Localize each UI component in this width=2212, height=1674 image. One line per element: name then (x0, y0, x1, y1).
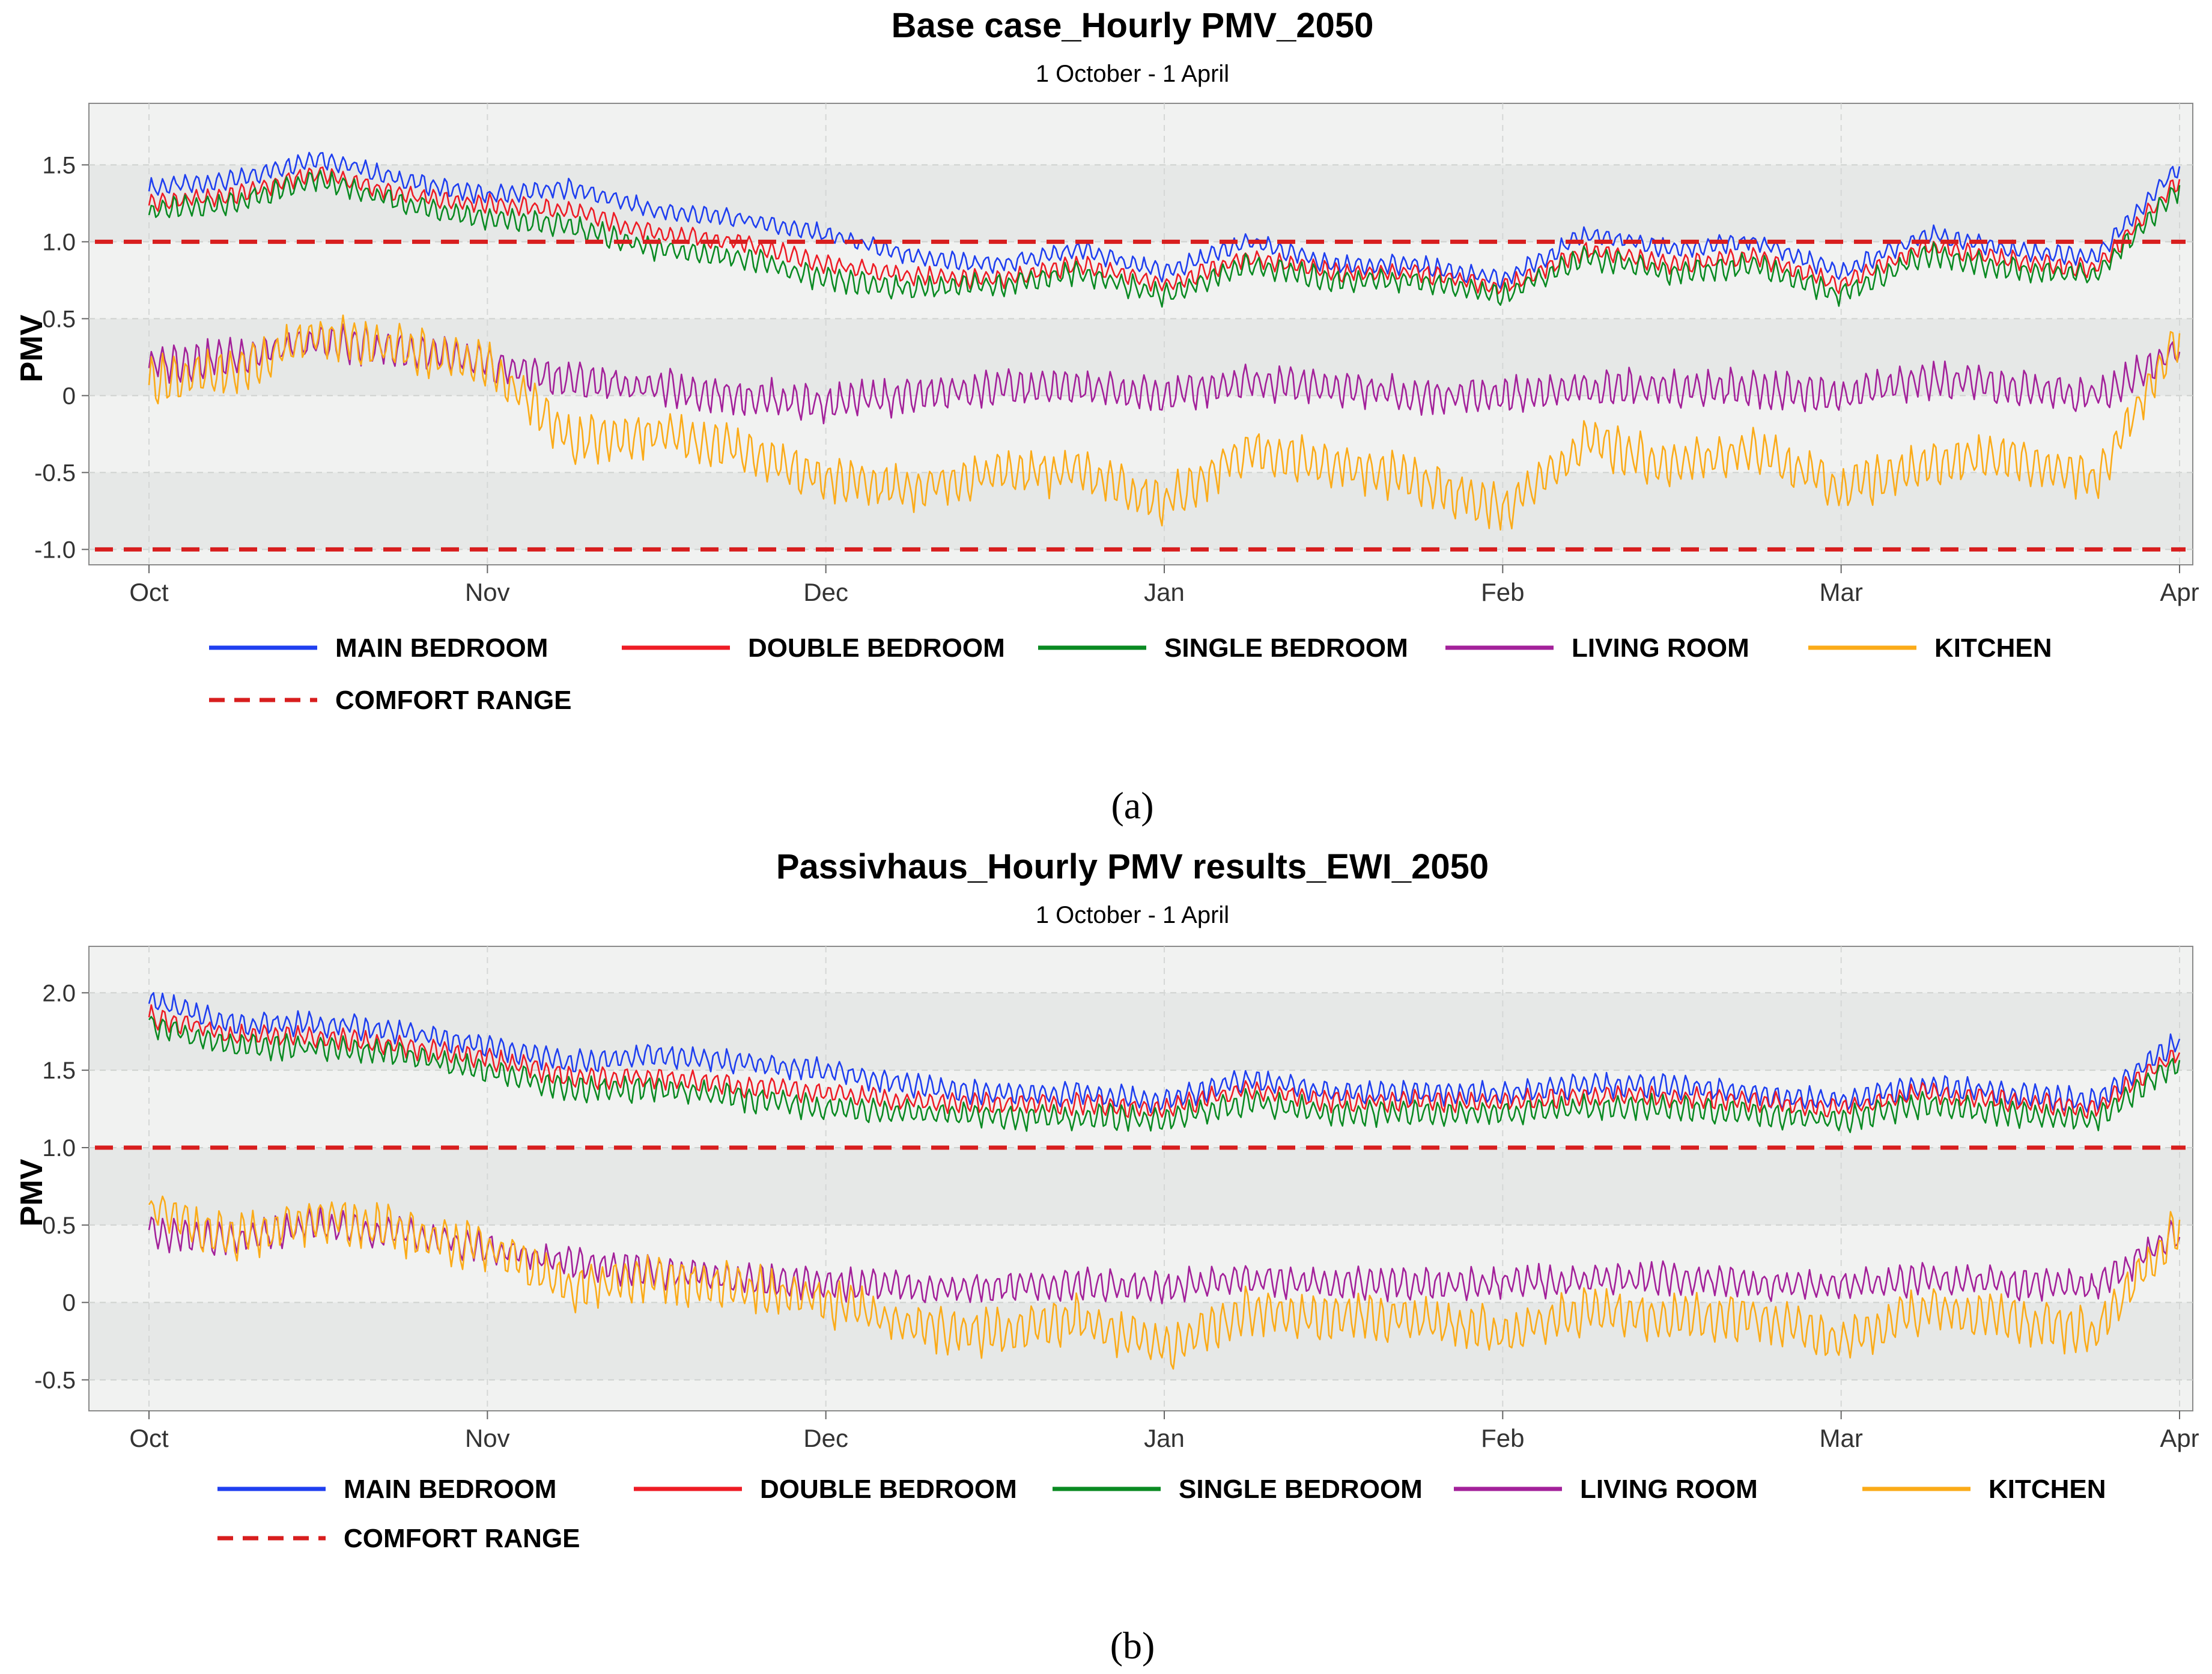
chart-b-xtick-label: Feb (1481, 1424, 1524, 1452)
chart-b-panel: -0.5 0 0.5 1.0 1.5 2.0 Oct Nov Dec Jan Feb Mar Apr MA… (34, 946, 2199, 1553)
chart-b-panel-label: (b) (1110, 1624, 1155, 1667)
chart-b-legend-label: SINGLE BEDROOM (1179, 1475, 1423, 1504)
chart-b-ytick-label: 2.0 (42, 980, 76, 1006)
chart-a-legend-label: COMFORT RANGE (335, 686, 572, 715)
chart-a-ytick-label: -1.0 (34, 537, 76, 563)
chart-b-xtick-label: Nov (465, 1424, 510, 1452)
chart-a-xtick-label: Jan (1144, 578, 1185, 606)
chart-a-ylabel: PMV (14, 314, 49, 382)
chart-a-xtick-label: Dec (803, 578, 848, 606)
chart-a-ytick-label: 0.5 (42, 306, 76, 332)
chart-a-panel: -1.0 -0.5 0 0.5 1.0 1.5 Oct Nov Dec Jan Feb Mar Apr M… (34, 103, 2199, 715)
chart-a-ytick-label: 0 (62, 383, 76, 409)
chart-b-ylabel: PMV (14, 1158, 49, 1226)
chart-a-legend-label: DOUBLE BEDROOM (748, 633, 1005, 663)
chart-a-ytick-label: 1.5 (42, 152, 76, 178)
chart-a-series-single-bedroom (148, 169, 2181, 308)
chart-a-series-kitchen (148, 314, 2181, 531)
chart-b-xtick-label: Dec (803, 1424, 848, 1452)
chart-b-ytick-label: -0.5 (34, 1367, 76, 1393)
chart-a-title: Base case_Hourly PMV_2050 (892, 6, 1374, 45)
chart-a-xtick-label: Mar (1819, 578, 1862, 606)
chart-a-legend-label: MAIN BEDROOM (335, 633, 548, 663)
chart-b-legend-label: KITCHEN (1989, 1475, 2106, 1504)
chart-b-xtick-label: Jan (1144, 1424, 1185, 1452)
chart-b-series-double-bedroom (148, 1004, 2181, 1119)
chart-a-xtick-label: Apr (2160, 578, 2199, 606)
chart-b-xtick-label: Oct (129, 1424, 169, 1452)
chart-b-xtick-label: Mar (1819, 1424, 1862, 1452)
chart-b-band (90, 993, 2192, 1071)
chart-a-xtick-label: Nov (465, 578, 510, 606)
chart-b-series-kitchen (148, 1195, 2181, 1370)
chart-a-legend-label: LIVING ROOM (1572, 633, 1749, 663)
chart-b-series-main-bedroom (148, 992, 2181, 1113)
chart-a-band (90, 318, 2192, 396)
chart-b-subtitle: 1 October - 1 April (1036, 902, 1229, 928)
chart-a-series-double-bedroom (148, 166, 2181, 294)
chart-a-band (90, 165, 2192, 242)
chart-a-xtick-label: Oct (129, 578, 169, 606)
chart-b-title: Passivhaus_Hourly PMV results_EWI_2050 (776, 847, 1489, 886)
chart-b-series-single-bedroom (148, 1015, 2181, 1133)
chart-b-xtick-label: Apr (2160, 1424, 2199, 1452)
chart-b-legend-label: DOUBLE BEDROOM (760, 1475, 1017, 1504)
chart-b-legend-label: MAIN BEDROOM (344, 1475, 556, 1504)
chart-a-legend-label: SINGLE BEDROOM (1164, 633, 1408, 663)
chart-a-ytick-label: -0.5 (34, 460, 76, 486)
chart-a-ytick-label: 1.0 (42, 229, 76, 255)
chart-b-ytick-label: 1.5 (42, 1058, 76, 1084)
chart-a-subtitle: 1 October - 1 April (1036, 61, 1229, 87)
chart-a-series-main-bedroom (148, 151, 2181, 290)
chart-b-band (90, 1147, 2192, 1225)
chart-b-ytick-label: 1.0 (42, 1135, 76, 1161)
chart-b-ytick-label: 0 (62, 1290, 76, 1316)
chart-a-panel-label: (a) (1111, 784, 1153, 827)
chart-a-band (90, 472, 2192, 550)
chart-b-legend-label: LIVING ROOM (1580, 1475, 1758, 1504)
chart-a-legend-label: KITCHEN (1934, 633, 2052, 663)
chart-a-xtick-label: Feb (1481, 578, 1524, 606)
chart-b-legend-label: COMFORT RANGE (344, 1524, 580, 1553)
chart-b-ytick-label: 0.5 (42, 1213, 76, 1239)
